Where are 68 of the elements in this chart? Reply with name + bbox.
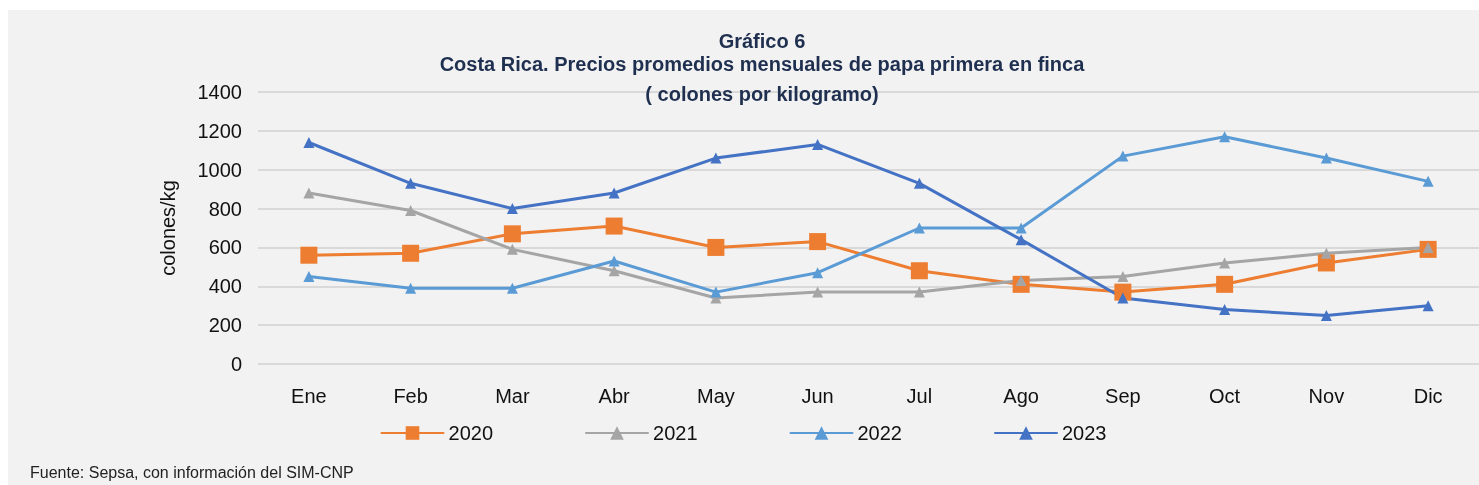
- point: [1320, 152, 1332, 164]
- point: [1422, 300, 1434, 312]
- x-tick-label: Jun: [801, 385, 834, 407]
- point: [913, 286, 925, 298]
- point: [303, 187, 315, 199]
- legend-label: 2023: [1061, 422, 1107, 444]
- point: [809, 233, 827, 251]
- chart-title: Gráfico 6: [718, 30, 806, 52]
- y-tick-label: 400: [208, 275, 242, 298]
- point: [910, 262, 928, 280]
- point: [1422, 175, 1434, 187]
- point: [812, 286, 824, 298]
- point: [1320, 309, 1332, 321]
- point: [812, 138, 824, 150]
- point: [608, 187, 620, 199]
- point: [303, 137, 315, 149]
- point: [913, 222, 925, 234]
- x-tick-label: Nov: [1308, 385, 1345, 407]
- y-tick-label: 200: [208, 314, 242, 337]
- x-tick-label: Ene: [291, 385, 327, 407]
- chart-subtitle: Costa Rica. Precios promedios mensuales de papa primera en finca ( colones por kilogramo): [439, 53, 1086, 105]
- point: [300, 246, 318, 264]
- point: [605, 217, 623, 235]
- x-tick-label: Oct: [1209, 385, 1241, 407]
- y-tick-label: 0: [230, 353, 242, 375]
- point: [1219, 257, 1231, 269]
- source-note: Fuente: Sepsa, con información del SIM-CNP: [30, 463, 354, 481]
- point: [710, 152, 722, 164]
- point: [913, 177, 925, 189]
- legend-label: 2021: [653, 422, 698, 444]
- x-tick-label: Feb: [393, 385, 428, 407]
- point: [503, 225, 521, 243]
- point: [405, 177, 417, 189]
- point: [303, 271, 315, 283]
- point: [812, 267, 824, 279]
- point: [1015, 222, 1027, 234]
- point: [1015, 234, 1027, 246]
- point: [1320, 247, 1332, 259]
- y-tick-label: 800: [208, 197, 242, 220]
- point: [405, 282, 417, 294]
- y-tick-label: 600: [208, 236, 242, 259]
- x-tick-label: Abr: [598, 385, 631, 407]
- point: [1117, 150, 1129, 162]
- point: [506, 243, 518, 255]
- point: [608, 255, 620, 267]
- point: [707, 238, 725, 256]
- point: [1216, 275, 1234, 293]
- point: [1219, 304, 1231, 316]
- x-tick-label: Dic: [1413, 385, 1443, 407]
- y-axis-title: colones/kg: [157, 180, 179, 276]
- point: [506, 203, 518, 215]
- x-tick-label: May: [696, 385, 735, 407]
- point: [710, 286, 722, 298]
- y-tick-label: 1400: [197, 81, 242, 103]
- point: [402, 244, 420, 262]
- legend-label: 2022: [857, 422, 902, 444]
- point: [608, 265, 620, 277]
- y-tick-label: 1000: [197, 158, 242, 181]
- x-tick-label: Mar: [495, 385, 530, 407]
- x-tick-label: Jul: [906, 385, 933, 407]
- x-tick-label: Ago: [1003, 385, 1039, 407]
- point: [1219, 131, 1231, 143]
- point: [405, 205, 417, 217]
- point: [506, 282, 518, 294]
- point: [1117, 271, 1129, 283]
- y-tick-label: 1200: [197, 119, 242, 142]
- legend-label: 2020: [448, 422, 494, 444]
- x-tick-label: Sep: [1105, 385, 1141, 407]
